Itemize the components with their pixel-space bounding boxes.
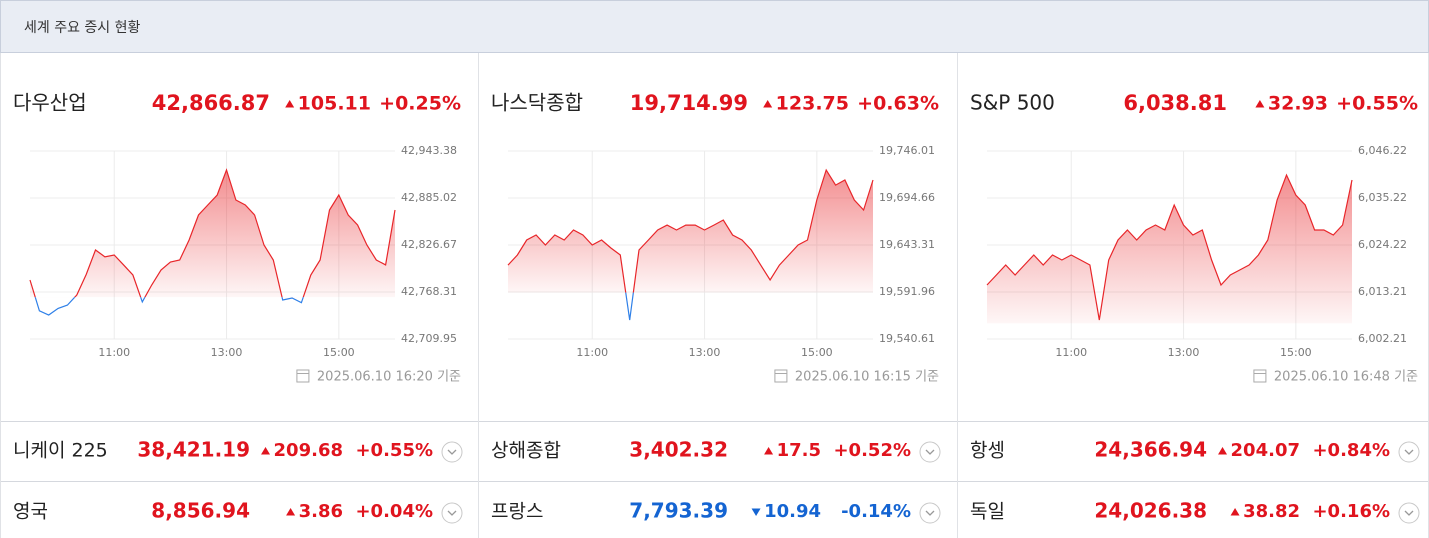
change: 32.93 (1268, 93, 1328, 115)
change: 123.75 (776, 93, 849, 115)
y-tick-label: 6,046.22 (1358, 144, 1407, 157)
x-tick-label: 11:00 (576, 346, 608, 359)
expand-icon (1404, 449, 1414, 455)
market-name: 독일 (970, 501, 1005, 523)
change: 10.94 (764, 501, 821, 522)
timestamp: 2025.06.10 16:20 기준 (317, 370, 461, 385)
x-tick-label: 11:00 (1055, 346, 1087, 359)
change-pct: +0.84% (1312, 440, 1390, 461)
y-tick-label: 6,002.21 (1358, 332, 1407, 345)
market-name: S&P 500 (970, 91, 1055, 115)
area (30, 170, 395, 298)
change: 204.07 (1231, 440, 1300, 461)
change-pct: -0.14% (841, 501, 911, 522)
expand-icon (447, 510, 457, 516)
y-tick-label: 42,709.95 (401, 332, 457, 345)
up-arrow (261, 447, 271, 455)
y-tick-label: 42,826.67 (401, 238, 457, 251)
expand-button[interactable] (919, 502, 941, 524)
price: 3,402.32 (629, 438, 728, 462)
up-arrow (285, 100, 295, 108)
header-bar (0, 0, 1429, 53)
change-pct: +0.16% (1312, 501, 1390, 522)
calendar-icon (1253, 369, 1267, 383)
expand-button[interactable] (441, 502, 463, 524)
line (986, 173, 1353, 321)
line (29, 168, 396, 298)
up-arrow (763, 100, 773, 108)
price: 7,793.39 (629, 499, 728, 523)
change-pct: +0.25% (379, 93, 461, 115)
expand-icon (1404, 510, 1414, 516)
market-name: 영국 (13, 501, 48, 523)
up-arrow (764, 447, 774, 455)
line (507, 168, 874, 293)
price: 8,856.94 (151, 499, 250, 523)
up-arrow (1218, 447, 1228, 455)
change: 209.68 (274, 440, 343, 461)
up-arrow (286, 508, 296, 516)
market-name: 항셍 (970, 440, 1005, 462)
price: 24,026.38 (1094, 499, 1207, 523)
change-pct: +0.04% (355, 501, 433, 522)
header-title: 세계 주요 증시 현황 (24, 20, 141, 36)
y-tick-label: 42,768.31 (401, 285, 457, 298)
area (987, 175, 1352, 324)
y-tick-label: 42,943.38 (401, 144, 457, 157)
expand-button[interactable] (1398, 441, 1420, 463)
change: 3.86 (299, 501, 343, 522)
market-name: 니케이 225 (13, 440, 108, 462)
change: 17.5 (777, 440, 821, 461)
y-tick-label: 19,746.01 (879, 144, 935, 157)
up-arrow (1255, 100, 1265, 108)
x-tick-label: 15:00 (801, 346, 833, 359)
expand-icon (925, 510, 935, 516)
change-pct: +0.55% (355, 440, 433, 461)
calendar-icon (774, 369, 788, 383)
change: 38.82 (1243, 501, 1300, 522)
y-tick-label: 6,035.22 (1358, 191, 1407, 204)
market-name: 나스닥종합 (491, 91, 583, 115)
expand-icon (447, 449, 457, 455)
x-tick-label: 13:00 (689, 346, 721, 359)
y-tick-label: 6,024.22 (1358, 238, 1407, 251)
y-tick-label: 19,643.31 (879, 238, 935, 251)
price: 19,714.99 (630, 91, 748, 115)
x-tick-label: 13:00 (1168, 346, 1200, 359)
expand-button[interactable] (919, 441, 941, 463)
price: 24,366.94 (1094, 438, 1207, 462)
x-tick-label: 15:00 (323, 346, 355, 359)
area (508, 170, 873, 293)
change-pct: +0.52% (833, 440, 911, 461)
expand-icon (925, 449, 935, 455)
price: 42,866.87 (152, 91, 270, 115)
down-arrow (751, 508, 761, 516)
market-name: 프랑스 (491, 501, 543, 523)
expand-button[interactable] (441, 441, 463, 463)
timestamp: 2025.06.10 16:15 기준 (795, 370, 939, 385)
timestamp: 2025.06.10 16:48 기준 (1274, 370, 1418, 385)
y-tick-label: 6,013.21 (1358, 285, 1407, 298)
change: 105.11 (298, 93, 371, 115)
market-name: 상해종합 (491, 440, 561, 462)
price: 6,038.81 (1123, 91, 1227, 115)
x-tick-label: 11:00 (98, 346, 130, 359)
calendar-icon (296, 369, 310, 383)
y-tick-label: 19,540.61 (879, 332, 935, 345)
price: 38,421.19 (137, 438, 250, 462)
market-name: 다우산업 (13, 91, 87, 115)
y-tick-label: 19,694.66 (879, 191, 935, 204)
y-tick-label: 42,885.02 (401, 191, 457, 204)
up-arrow (1230, 508, 1240, 516)
change-pct: +0.63% (857, 93, 939, 115)
y-tick-label: 19,591.96 (879, 285, 935, 298)
x-tick-label: 15:00 (1280, 346, 1312, 359)
x-tick-label: 13:00 (211, 346, 243, 359)
change-pct: +0.55% (1336, 93, 1418, 115)
expand-button[interactable] (1398, 502, 1420, 524)
